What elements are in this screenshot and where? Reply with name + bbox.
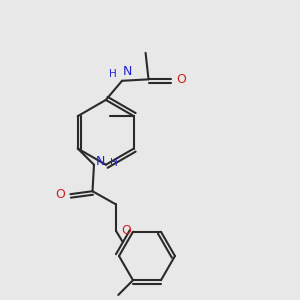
Text: N: N <box>123 65 132 78</box>
Text: O: O <box>122 224 131 238</box>
Text: N: N <box>95 155 105 168</box>
Text: H: H <box>109 69 117 79</box>
Text: H: H <box>110 158 118 168</box>
Text: O: O <box>55 188 65 201</box>
Text: O: O <box>176 73 186 86</box>
